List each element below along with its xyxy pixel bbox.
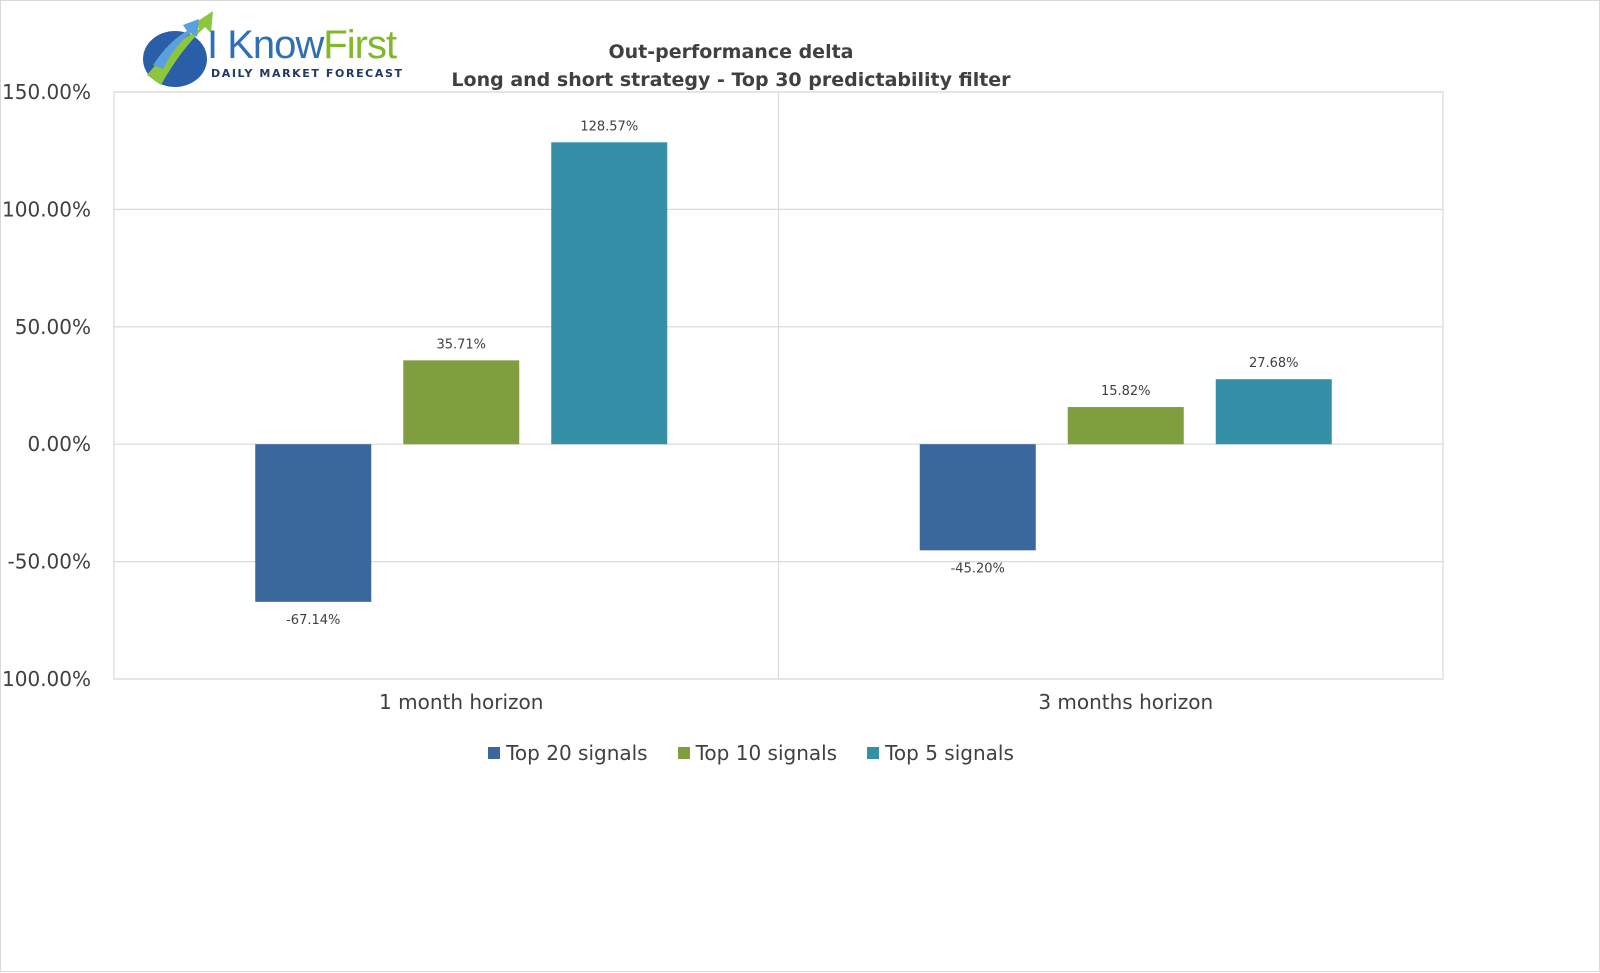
legend-item: Top 5 signals — [867, 741, 1014, 765]
data-label: 128.57% — [580, 119, 638, 134]
x-category-label: 1 month horizon — [379, 690, 543, 714]
logo-tagline: Daily Market Forecast — [211, 67, 404, 80]
legend-item: Top 10 signals — [677, 741, 838, 765]
y-tick-label: 50.00% — [15, 315, 91, 339]
legend-label: Top 20 signals — [506, 741, 648, 765]
chart-title: Out-performance delta — [608, 41, 854, 63]
data-label: -45.20% — [951, 561, 1005, 576]
bar — [551, 142, 668, 445]
data-label: 27.68% — [1249, 356, 1299, 371]
bar — [919, 444, 1036, 551]
bar — [403, 360, 520, 445]
logo-wordmark: I KnowFirst — [207, 23, 397, 67]
company-logo: I KnowFirst Daily Market Forecast — [141, 5, 411, 91]
bar — [1067, 407, 1184, 445]
logo-wordmark-part1: I Know — [207, 23, 324, 67]
legend-item: Top 20 signals — [488, 741, 648, 765]
legend-swatch — [488, 747, 501, 759]
y-tick-label: 100.00% — [2, 197, 91, 221]
bar — [255, 444, 372, 602]
legend-label: Top 5 signals — [885, 741, 1014, 765]
y-tick-label: 150.00% — [2, 80, 91, 104]
chart-subtitle: Long and short strategy - Top 30 predict… — [451, 69, 1011, 91]
y-tick-label: 0.00% — [27, 432, 91, 456]
logo-wordmark-part2: First — [323, 23, 397, 67]
chart-legend: Top 20 signals Top 10 signals Top 5 signal… — [1, 741, 1471, 765]
data-label: -67.14% — [286, 613, 340, 628]
bar — [1215, 379, 1332, 445]
data-label: 15.82% — [1101, 384, 1151, 399]
logo-arrow-icon — [143, 11, 213, 87]
y-tick-label: -50.00% — [8, 550, 91, 574]
data-label: 35.71% — [436, 337, 486, 352]
legend-swatch — [867, 747, 880, 759]
y-tick-label: -100.00% — [1, 667, 91, 691]
x-category-label: 3 months horizon — [1038, 690, 1213, 714]
legend-label: Top 10 signals — [695, 741, 838, 765]
legend-swatch — [677, 747, 690, 759]
